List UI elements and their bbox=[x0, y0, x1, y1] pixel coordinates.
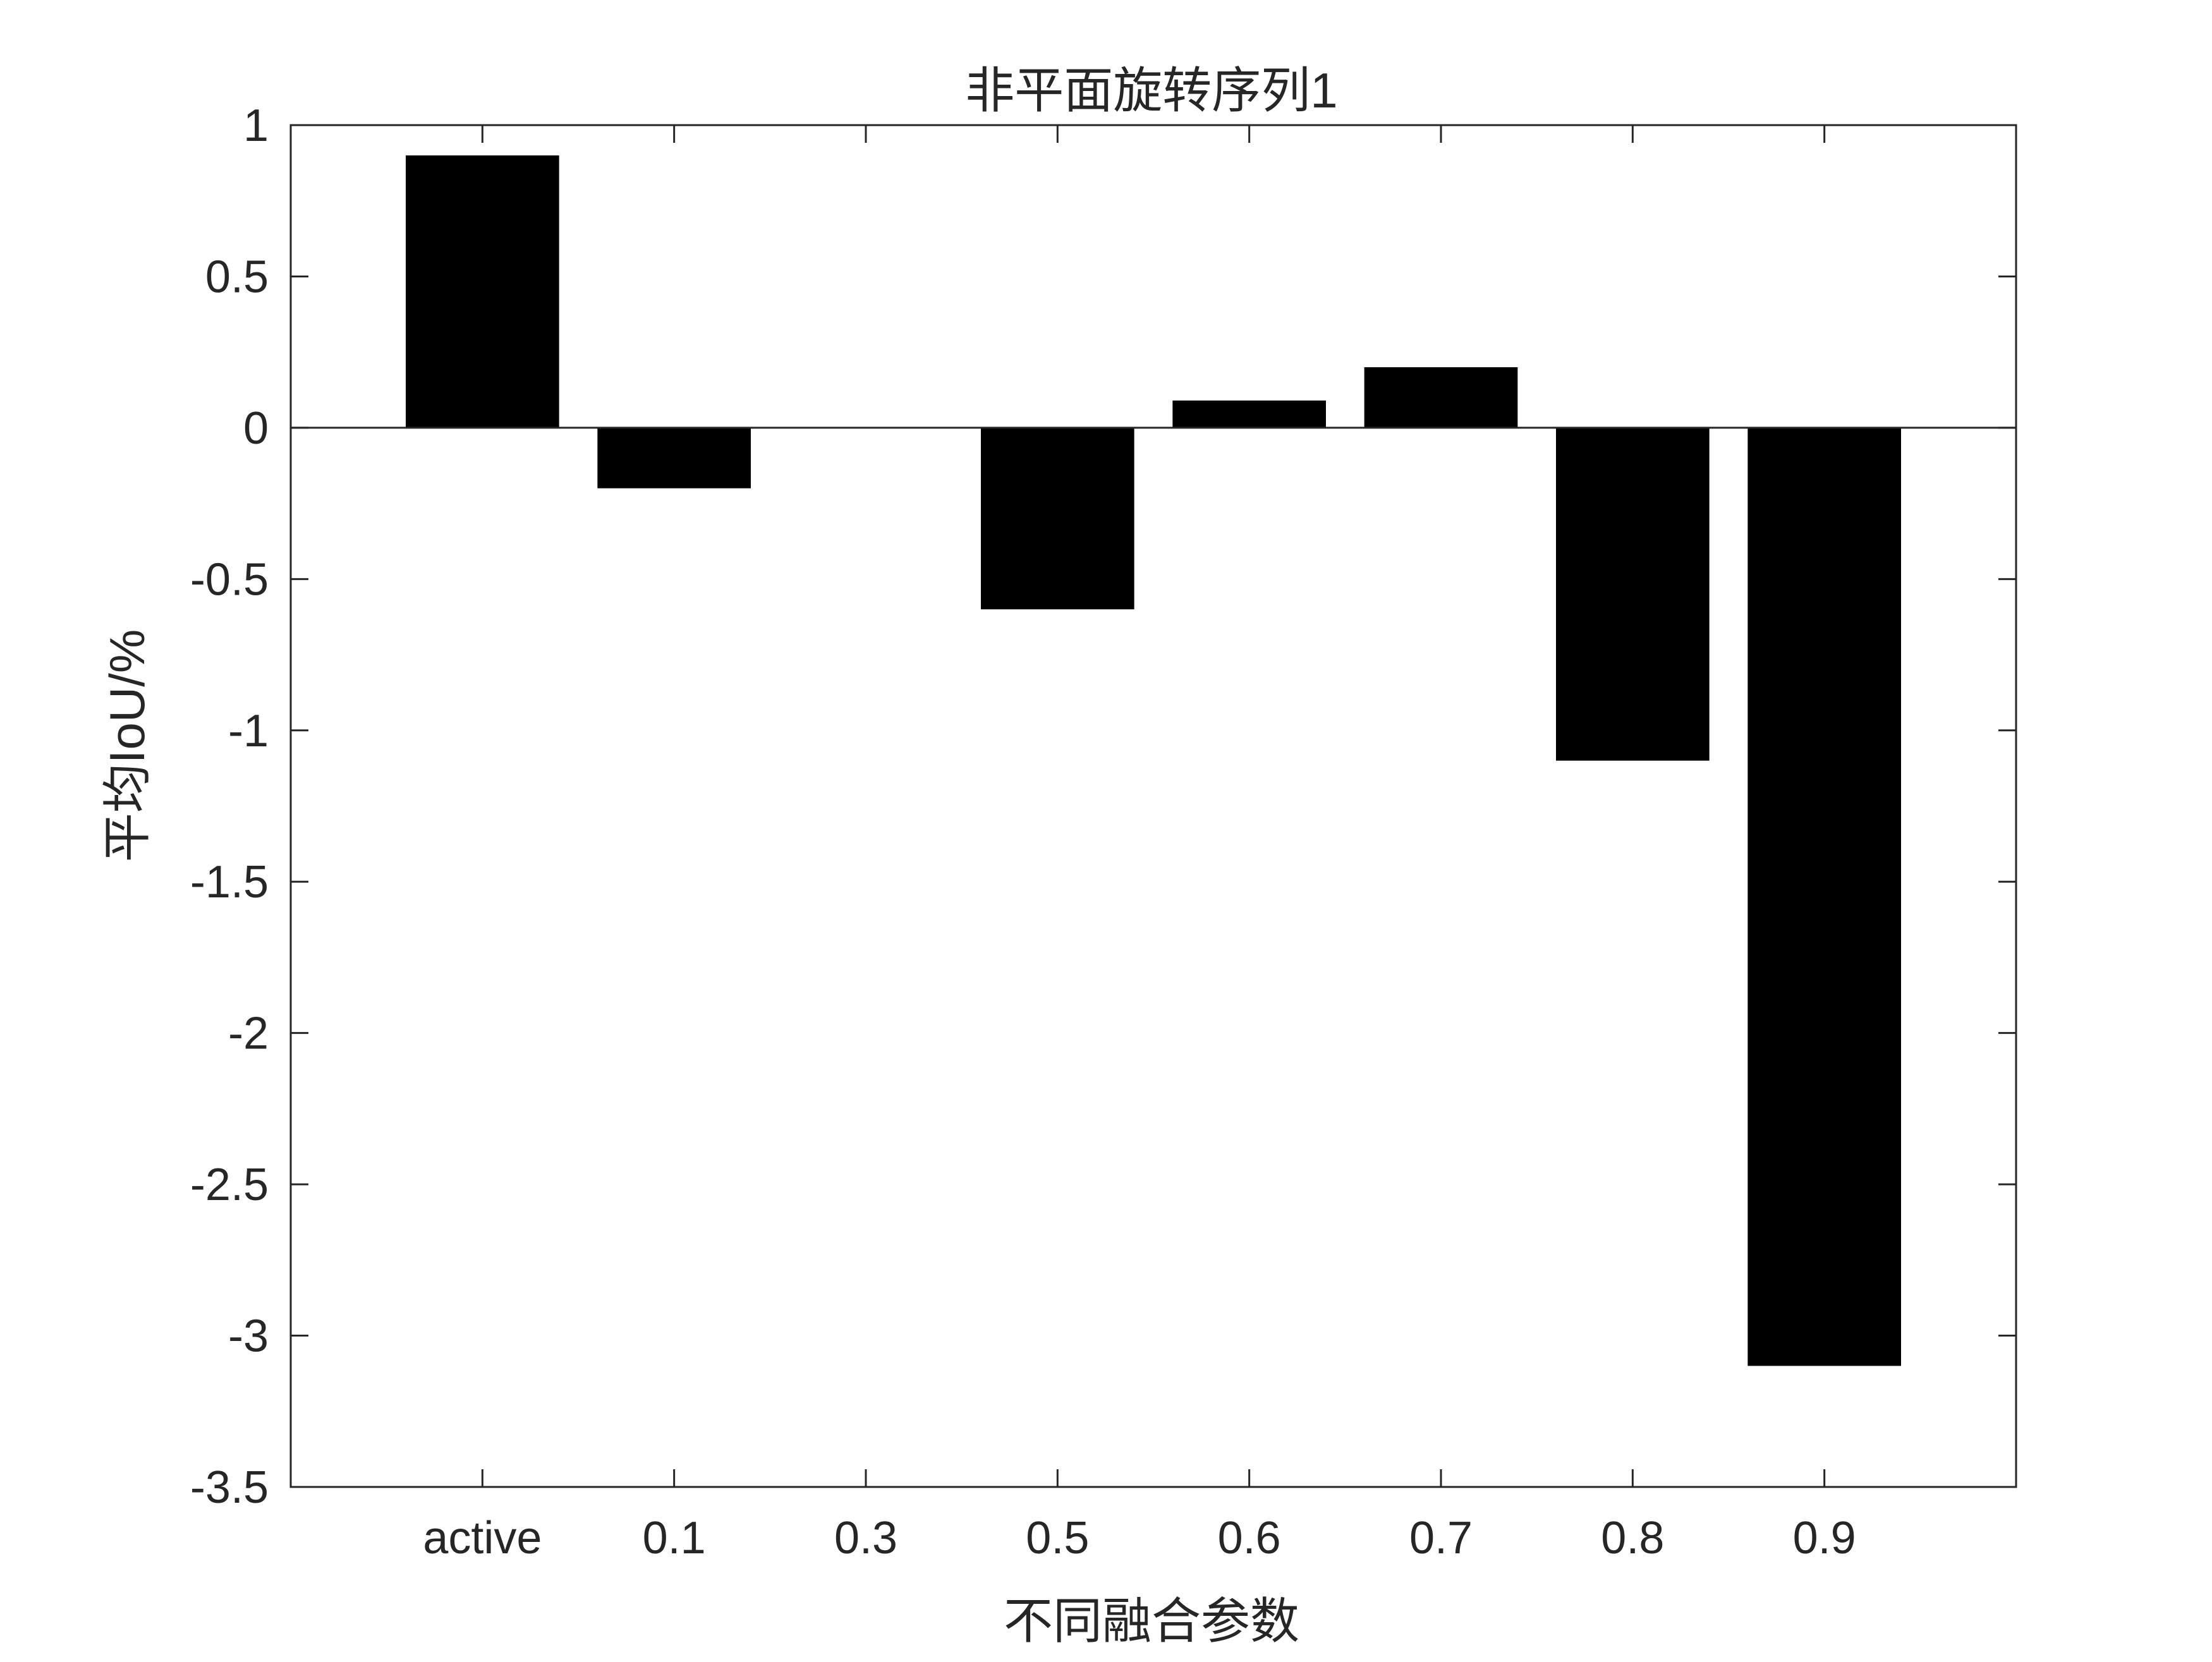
x-tick-label: active bbox=[423, 1513, 542, 1563]
x-axis-title: 不同融合参数 bbox=[1004, 1593, 1299, 1649]
x-tick-label: 0.9 bbox=[1793, 1513, 1856, 1563]
x-tick-label: 0.1 bbox=[643, 1513, 706, 1563]
bar-0.7 bbox=[1364, 367, 1518, 428]
y-tick-label: -1.5 bbox=[190, 857, 269, 907]
bar-0.9 bbox=[1747, 428, 1901, 1366]
y-axis-title: 平均IoU/% bbox=[99, 629, 155, 862]
y-tick-label: -2.5 bbox=[190, 1160, 269, 1210]
x-tick-label: 0.8 bbox=[1601, 1513, 1664, 1563]
bar-0.6 bbox=[1172, 401, 1326, 428]
y-tick-label: 1 bbox=[243, 100, 269, 151]
y-tick-label: -3 bbox=[228, 1311, 269, 1362]
y-tick-label: -2 bbox=[228, 1009, 269, 1059]
chart-title: 非平面旋转序列1 bbox=[965, 63, 1337, 118]
y-tick-label: -0.5 bbox=[190, 554, 269, 605]
bar-active bbox=[406, 155, 559, 428]
y-tick-label: -1 bbox=[228, 706, 269, 756]
bar-0.5 bbox=[981, 428, 1134, 609]
x-tick-label: 0.3 bbox=[834, 1513, 897, 1563]
y-tick-label: 0.5 bbox=[205, 252, 269, 302]
bar-0.1 bbox=[597, 428, 751, 488]
y-tick-label: -3.5 bbox=[190, 1462, 269, 1513]
y-tick-label: 0 bbox=[243, 403, 269, 454]
bar-0.8 bbox=[1556, 428, 1710, 761]
x-tick-label: 0.5 bbox=[1026, 1513, 1089, 1563]
x-tick-label: 0.7 bbox=[1409, 1513, 1473, 1563]
x-tick-label: 0.6 bbox=[1218, 1513, 1281, 1563]
